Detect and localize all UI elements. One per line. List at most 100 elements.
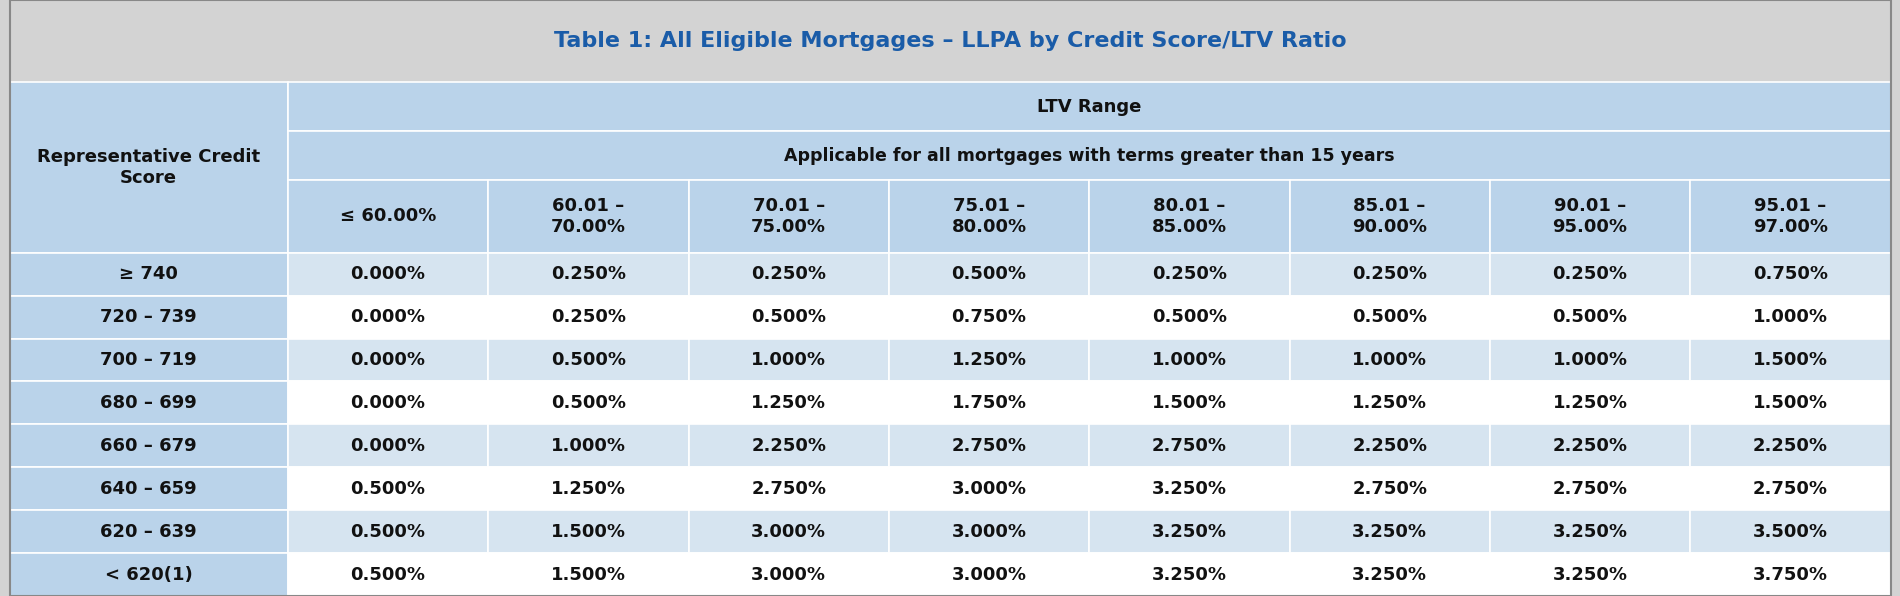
Bar (488, 553, 688, 596)
Bar (1089, 467, 1290, 510)
Text: 0.500%: 0.500% (952, 265, 1026, 283)
Bar (488, 180, 688, 253)
Text: 1.000%: 1.000% (1552, 351, 1628, 369)
Text: 3.500%: 3.500% (1754, 523, 1828, 541)
Bar (889, 553, 1089, 596)
Text: 95.01 –
97.00%: 95.01 – 97.00% (1754, 197, 1828, 236)
Text: 3.250%: 3.250% (1552, 566, 1628, 583)
Bar (289, 253, 488, 296)
Bar (488, 424, 688, 467)
Text: 70.01 –
75.00%: 70.01 – 75.00% (750, 197, 826, 236)
Bar (1691, 510, 1890, 553)
Bar (488, 339, 688, 381)
Bar (1490, 296, 1691, 339)
Bar (10, 296, 289, 339)
Bar (1290, 467, 1490, 510)
Bar (1691, 180, 1890, 253)
Bar (1290, 180, 1490, 253)
Text: 0.500%: 0.500% (352, 523, 426, 541)
Text: 0.500%: 0.500% (1552, 308, 1628, 326)
Bar (488, 510, 688, 553)
Text: 3.000%: 3.000% (750, 523, 826, 541)
Bar (1290, 510, 1490, 553)
Text: 3.000%: 3.000% (952, 523, 1026, 541)
Text: 720 – 739: 720 – 739 (101, 308, 198, 326)
Bar (10, 553, 289, 596)
Bar (289, 180, 488, 253)
Bar (889, 339, 1089, 381)
Bar (1691, 424, 1890, 467)
Bar (1490, 467, 1691, 510)
Text: 90.01 –
95.00%: 90.01 – 95.00% (1552, 197, 1628, 236)
Text: 3.250%: 3.250% (1151, 523, 1227, 541)
Text: 2.250%: 2.250% (750, 437, 826, 455)
Bar (289, 467, 488, 510)
Bar (488, 296, 688, 339)
Text: 0.000%: 0.000% (352, 437, 426, 455)
Text: 2.750%: 2.750% (750, 480, 826, 498)
Bar (289, 296, 488, 339)
Text: 1.500%: 1.500% (1754, 351, 1828, 369)
Text: 0.250%: 0.250% (1151, 265, 1227, 283)
Text: 3.250%: 3.250% (1353, 523, 1427, 541)
Bar (688, 467, 889, 510)
Text: 0.250%: 0.250% (551, 308, 625, 326)
Bar (688, 339, 889, 381)
Bar (1490, 180, 1691, 253)
Bar (1490, 510, 1691, 553)
Bar (889, 253, 1089, 296)
Bar (1691, 296, 1890, 339)
Bar (1290, 424, 1490, 467)
Text: 0.500%: 0.500% (750, 308, 826, 326)
Text: 1.250%: 1.250% (551, 480, 625, 498)
Bar (688, 381, 889, 424)
Text: 2.250%: 2.250% (1552, 437, 1628, 455)
Bar (289, 339, 488, 381)
Bar (1089, 339, 1290, 381)
Bar (1089, 381, 1290, 424)
Bar (10, 381, 289, 424)
Text: 3.250%: 3.250% (1552, 523, 1628, 541)
Text: 1.750%: 1.750% (952, 394, 1026, 412)
Bar (688, 553, 889, 596)
Text: 0.250%: 0.250% (551, 265, 625, 283)
Bar (1490, 424, 1691, 467)
Bar (1290, 253, 1490, 296)
Bar (1490, 553, 1691, 596)
Text: 1.250%: 1.250% (1552, 394, 1628, 412)
Text: 0.000%: 0.000% (352, 265, 426, 283)
Bar (10, 424, 289, 467)
Text: 3.000%: 3.000% (952, 480, 1026, 498)
Text: ≤ 60.00%: ≤ 60.00% (340, 207, 437, 225)
Text: 620 – 639: 620 – 639 (101, 523, 198, 541)
Bar (889, 180, 1089, 253)
Bar (1089, 180, 1290, 253)
Bar (889, 510, 1089, 553)
Text: 3.250%: 3.250% (1151, 566, 1227, 583)
Text: 0.500%: 0.500% (352, 566, 426, 583)
Bar (889, 424, 1089, 467)
Text: 1.000%: 1.000% (551, 437, 625, 455)
Text: 1.250%: 1.250% (952, 351, 1026, 369)
Bar (1691, 253, 1890, 296)
Text: 2.250%: 2.250% (1353, 437, 1427, 455)
Text: 2.750%: 2.750% (1353, 480, 1427, 498)
Bar (1490, 339, 1691, 381)
Text: 0.500%: 0.500% (1151, 308, 1227, 326)
Bar (289, 424, 488, 467)
Text: 0.250%: 0.250% (1552, 265, 1628, 283)
Bar (688, 296, 889, 339)
Bar (488, 381, 688, 424)
Bar (688, 180, 889, 253)
Bar (889, 467, 1089, 510)
Bar (1089, 296, 1290, 339)
Text: 0.250%: 0.250% (750, 265, 826, 283)
Text: 660 – 679: 660 – 679 (101, 437, 198, 455)
Text: 0.750%: 0.750% (1754, 265, 1828, 283)
Text: Applicable for all mortgages with terms greater than 15 years: Applicable for all mortgages with terms … (785, 147, 1395, 164)
Bar (289, 381, 488, 424)
Text: 2.750%: 2.750% (952, 437, 1026, 455)
Text: 1.000%: 1.000% (750, 351, 826, 369)
Text: 3.000%: 3.000% (750, 566, 826, 583)
Text: 2.250%: 2.250% (1754, 437, 1828, 455)
